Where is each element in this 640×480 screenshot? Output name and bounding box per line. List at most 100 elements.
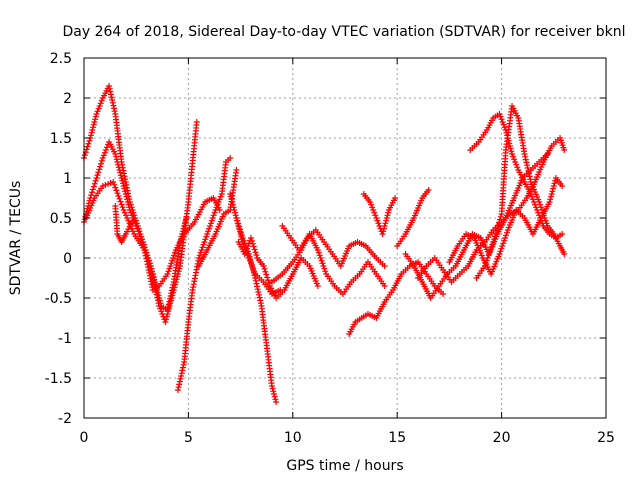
data-point	[521, 151, 528, 157]
series-sat-j	[279, 223, 388, 269]
data-point	[249, 264, 256, 271]
data-point	[487, 247, 494, 253]
data-point	[559, 183, 566, 189]
series-sat-i	[235, 235, 321, 301]
data-point	[193, 119, 200, 125]
data-point	[181, 220, 188, 227]
data-point	[373, 215, 380, 221]
data-point	[114, 190, 121, 197]
data-point	[85, 140, 92, 147]
data-point	[180, 361, 187, 368]
data-point	[120, 207, 127, 213]
data-point	[550, 185, 557, 192]
data-point	[165, 268, 172, 275]
data-point	[162, 319, 169, 325]
data-point	[262, 268, 269, 275]
data-point	[175, 384, 182, 391]
data-point	[155, 292, 162, 299]
data-point	[177, 375, 184, 382]
data-point	[232, 212, 239, 219]
data-point	[491, 233, 498, 240]
data-point	[499, 243, 506, 249]
data-point	[166, 265, 173, 272]
data-point	[321, 265, 328, 272]
data-point	[122, 212, 129, 219]
data-point	[527, 176, 534, 183]
data-point	[549, 188, 556, 195]
data-point	[176, 265, 183, 272]
data-point	[227, 193, 234, 200]
data-point	[88, 129, 95, 136]
data-point	[493, 227, 500, 234]
data-point	[91, 119, 98, 125]
x-tick-label: 15	[388, 430, 406, 446]
data-point	[490, 239, 497, 245]
data-point	[121, 185, 128, 192]
data-point	[561, 147, 568, 153]
data-point	[227, 155, 234, 161]
data-point	[133, 223, 140, 229]
x-tick-label: 20	[493, 430, 511, 446]
data-point	[113, 187, 120, 194]
data-point	[178, 373, 185, 379]
data-point	[264, 274, 271, 281]
y-tick-label: 1.5	[50, 131, 72, 147]
y-tick-label: -1.5	[45, 371, 72, 387]
data-point	[251, 246, 258, 253]
data-point	[498, 116, 505, 123]
data-point	[196, 252, 203, 259]
data-point	[510, 153, 517, 160]
data-point	[234, 217, 241, 224]
data-point	[255, 291, 262, 298]
data-point	[109, 99, 116, 106]
data-point	[90, 124, 97, 131]
data-point	[92, 113, 99, 120]
data-point	[237, 229, 244, 236]
data-point	[561, 251, 568, 257]
data-point	[112, 184, 119, 191]
data-point	[125, 201, 132, 208]
data-point	[271, 393, 278, 400]
data-point	[200, 241, 207, 248]
data-point	[496, 111, 503, 117]
data-point	[497, 248, 504, 255]
data-point	[528, 193, 535, 200]
data-point	[230, 204, 237, 211]
data-point	[384, 212, 391, 219]
data-point	[170, 255, 177, 261]
data-point	[250, 243, 257, 250]
data-point	[497, 213, 504, 220]
data-point	[175, 268, 182, 275]
data-point	[559, 231, 566, 237]
data-point	[119, 204, 126, 211]
data-point	[320, 263, 327, 269]
data-point	[263, 271, 270, 278]
data-point	[205, 228, 212, 235]
data-point	[151, 276, 158, 283]
data-point	[129, 212, 136, 219]
y-axis-label: SDTVAR / TECUs	[8, 181, 24, 296]
data-point	[110, 102, 117, 109]
data-point	[209, 215, 216, 221]
data-point	[92, 116, 99, 123]
data-point	[526, 173, 533, 180]
data-point	[107, 88, 114, 95]
data-point	[425, 187, 432, 193]
data-point	[211, 209, 218, 216]
data-point	[158, 308, 165, 315]
series-sat-h	[233, 215, 280, 405]
data-point	[522, 156, 529, 163]
data-point	[83, 146, 90, 153]
data-point	[497, 113, 504, 120]
data-point	[167, 295, 174, 302]
data-point	[126, 204, 133, 211]
data-point	[126, 207, 133, 213]
x-tick-label: 5	[184, 430, 193, 446]
data-point	[509, 151, 516, 157]
data-point	[248, 237, 255, 244]
data-point	[233, 167, 240, 173]
series-sat-r	[473, 103, 568, 281]
data-point	[229, 199, 236, 205]
data-point	[217, 193, 224, 200]
data-point	[503, 229, 510, 236]
